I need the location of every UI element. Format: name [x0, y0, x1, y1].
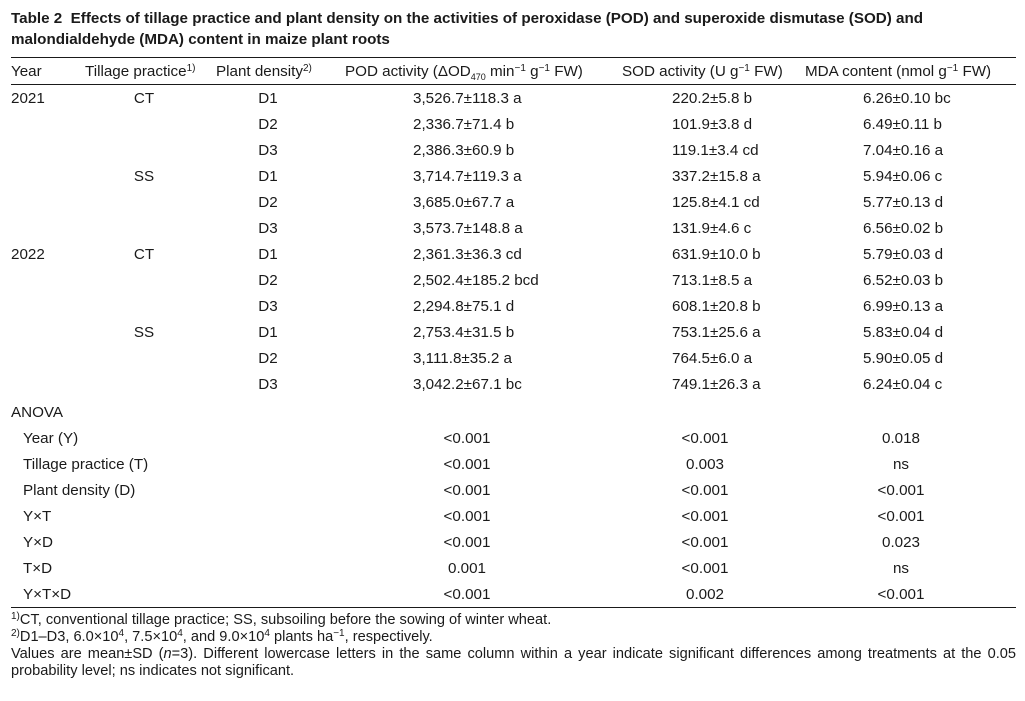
anova-factor: T×D [23, 560, 53, 577]
anova-mda: ns [892, 456, 910, 473]
cell-density: D3 [258, 298, 278, 315]
cell-pod: 2,336.7±71.4 b [413, 116, 515, 133]
anova-sod: <0.001 [681, 560, 729, 577]
anova-sod: <0.001 [681, 430, 729, 447]
cell-density: D1 [258, 324, 278, 341]
table-title: Effects of tillage practice and plant de… [11, 10, 924, 48]
cell-tillage: CT [133, 246, 155, 263]
cell-sod: 337.2±15.8 a [672, 168, 761, 185]
header-mda: MDA content (nmol g−1 FW) [805, 63, 992, 80]
cell-pod: 3,573.7±148.8 a [413, 220, 523, 237]
cell-mda: 6.99±0.13 a [863, 298, 944, 315]
cell-sod: 608.1±20.8 b [672, 298, 761, 315]
header-sod: SOD activity (U g−1 FW) [622, 63, 783, 80]
cell-mda: 6.26±0.10 bc [863, 90, 951, 107]
table-caption: Table 2 Effects of tillage practice and … [11, 8, 1016, 50]
cell-pod: 2,361.3±36.3 cd [413, 246, 522, 263]
cell-mda: 6.56±0.02 b [863, 220, 944, 237]
cell-density: D3 [258, 220, 278, 237]
cell-density: D2 [258, 350, 278, 367]
bottom-rule [11, 607, 1016, 608]
cell-pod: 3,042.2±67.1 bc [413, 376, 522, 393]
cell-density: D1 [258, 168, 278, 185]
cell-density: D2 [258, 116, 278, 133]
cell-sod: 220.2±5.8 b [672, 90, 753, 107]
anova-pod: <0.001 [443, 482, 491, 499]
cell-mda: 6.52±0.03 b [863, 272, 944, 289]
cell-sod: 749.1±26.3 a [672, 376, 761, 393]
cell-pod: 3,714.7±119.3 a [413, 168, 522, 185]
anova-factor: Y×D [23, 534, 53, 551]
top-rule [11, 57, 1016, 58]
cell-tillage: SS [133, 324, 155, 341]
table-footnotes: 1)CT, conventional tillage practice; SS,… [11, 612, 1016, 680]
anova-pod: <0.001 [443, 508, 491, 525]
cell-sod: 764.5±6.0 a [672, 350, 753, 367]
cell-mda: 5.77±0.13 d [863, 194, 944, 211]
anova-sod: <0.001 [681, 534, 729, 551]
anova-pod: <0.001 [443, 456, 491, 473]
cell-density: D2 [258, 194, 278, 211]
cell-sod: 131.9±4.6 c [672, 220, 752, 237]
cell-sod: 631.9±10.0 b [672, 246, 761, 263]
cell-year: 2021 [11, 90, 45, 107]
header-pod: POD activity (ΔOD470 min−1 g−1 FW) [345, 63, 583, 82]
cell-sod: 713.1±8.5 a [672, 272, 753, 289]
anova-pod: <0.001 [443, 430, 491, 447]
anova-mda: ns [892, 560, 910, 577]
cell-density: D3 [258, 142, 278, 159]
cell-mda: 5.79±0.03 d [863, 246, 944, 263]
anova-mda: <0.001 [877, 482, 925, 499]
cell-sod: 119.1±3.4 cd [672, 142, 759, 159]
anova-pod: <0.001 [443, 586, 491, 603]
cell-sod: 101.9±3.8 d [672, 116, 753, 133]
cell-pod: 3,685.0±67.7 a [413, 194, 515, 211]
anova-title: ANOVA [11, 404, 64, 421]
anova-factor: Plant density (D) [23, 482, 136, 499]
cell-pod: 2,502.4±185.2 bcd [413, 272, 539, 289]
footnote-3: Values are mean±SD (n=3). Different lowe… [11, 646, 1016, 679]
anova-factor: Y×T [23, 508, 52, 525]
cell-pod: 3,111.8±35.2 a [413, 350, 512, 367]
footnote-2: 2)D1–D3, 6.0×104, 7.5×104, and 9.0×104 p… [11, 628, 433, 646]
anova-mda: 0.023 [881, 534, 921, 551]
anova-mda: 0.018 [881, 430, 921, 447]
cell-mda: 5.90±0.05 d [863, 350, 944, 367]
anova-sod: 0.003 [685, 456, 725, 473]
anova-factor: Y×T×D [23, 586, 72, 603]
cell-pod: 3,526.7±118.3 a [413, 90, 522, 107]
anova-pod: <0.001 [443, 534, 491, 551]
cell-density: D3 [258, 376, 278, 393]
table-label: Table 2 [11, 10, 63, 27]
cell-sod: 753.1±25.6 a [672, 324, 761, 341]
cell-mda: 6.49±0.11 b [863, 116, 942, 133]
cell-mda: 5.94±0.06 c [863, 168, 943, 185]
header-tillage: Tillage practice1) [85, 63, 196, 80]
cell-mda: 6.24±0.04 c [863, 376, 943, 393]
header-density: Plant density2) [216, 63, 312, 80]
cell-density: D1 [258, 90, 278, 107]
anova-sod: <0.001 [681, 508, 729, 525]
cell-sod: 125.8±4.1 cd [672, 194, 760, 211]
cell-pod: 2,294.8±75.1 d [413, 298, 515, 315]
anova-mda: <0.001 [877, 586, 925, 603]
cell-pod: 2,753.4±31.5 b [413, 324, 515, 341]
cell-pod: 2,386.3±60.9 b [413, 142, 515, 159]
cell-mda: 5.83±0.04 d [863, 324, 944, 341]
anova-sod: 0.002 [685, 586, 725, 603]
cell-tillage: CT [133, 90, 155, 107]
cell-year: 2022 [11, 246, 45, 263]
header-rule [11, 84, 1016, 85]
header-year: Year [11, 63, 42, 80]
anova-sod: <0.001 [681, 482, 729, 499]
anova-factor: Year (Y) [23, 430, 79, 447]
anova-mda: <0.001 [877, 508, 925, 525]
anova-factor: Tillage practice (T) [23, 456, 149, 473]
cell-tillage: SS [133, 168, 155, 185]
footnote-1: 1)CT, conventional tillage practice; SS,… [11, 611, 552, 629]
cell-density: D1 [258, 246, 278, 263]
anova-pod: 0.001 [447, 560, 487, 577]
cell-density: D2 [258, 272, 278, 289]
cell-mda: 7.04±0.16 a [863, 142, 944, 159]
